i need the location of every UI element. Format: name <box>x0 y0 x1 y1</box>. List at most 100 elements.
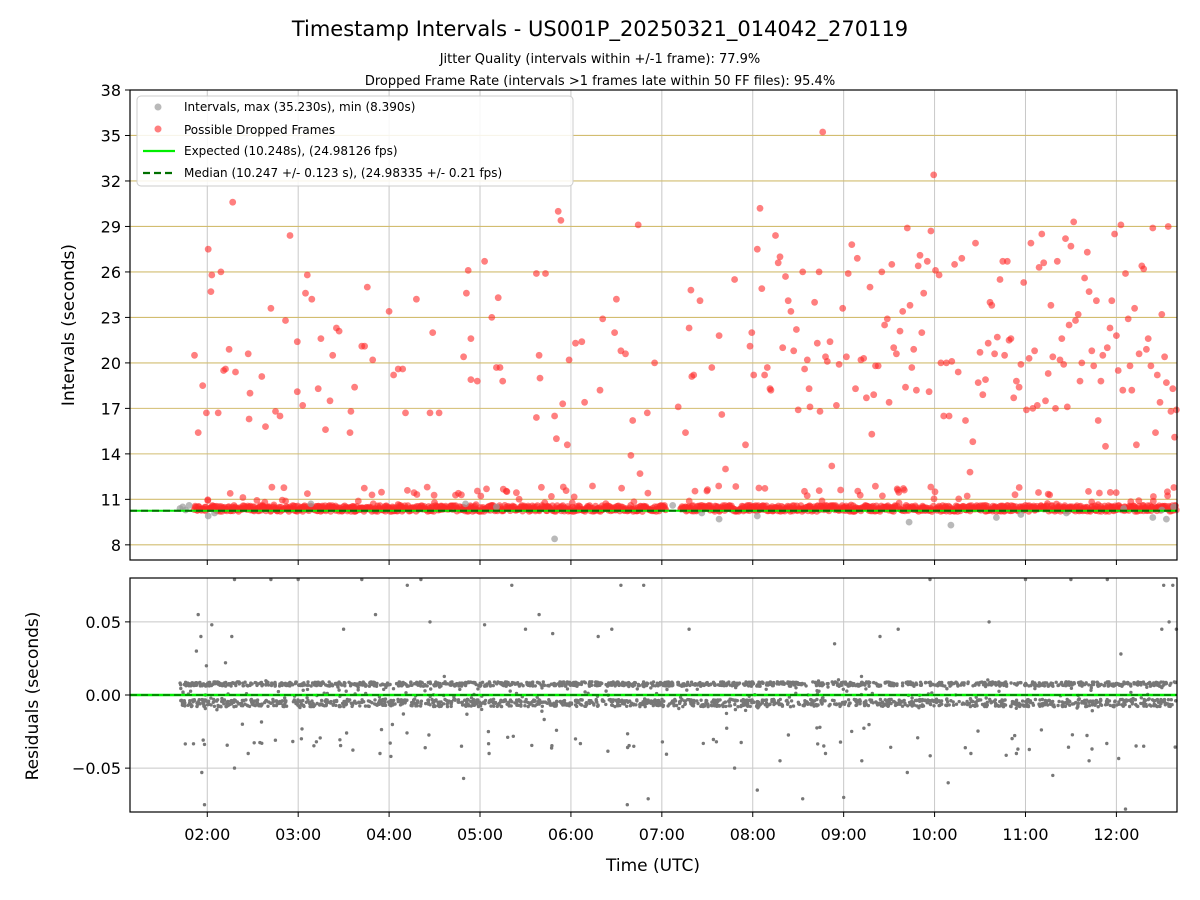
dropped-frame-point <box>533 414 540 421</box>
residual-point <box>755 788 759 792</box>
residual-point <box>306 683 310 687</box>
dropped-frame-point <box>732 483 740 490</box>
residual-point <box>521 684 525 688</box>
residual-point <box>1129 690 1133 695</box>
dropped-frame-point <box>622 350 629 358</box>
dropped-frame-point <box>885 398 893 406</box>
residual-point <box>1107 699 1112 703</box>
dropped-frame-point <box>982 376 989 383</box>
residual-point <box>590 700 594 704</box>
dropped-frame-point <box>976 348 984 356</box>
residual-point <box>974 701 978 705</box>
residual-point <box>717 683 722 687</box>
residual-point <box>272 703 276 708</box>
residual-point <box>291 739 295 744</box>
residual-point <box>189 704 194 709</box>
residual-point <box>476 687 480 691</box>
residual-point <box>628 704 633 708</box>
residual-point <box>373 612 378 617</box>
residual-point <box>337 688 341 692</box>
dropped-frame-point <box>803 356 811 364</box>
residual-point <box>859 674 864 679</box>
residual-point <box>818 725 822 729</box>
dropped-frame-point <box>930 171 938 179</box>
residual-point <box>566 681 571 685</box>
residual-point <box>380 682 384 687</box>
residual-point <box>230 634 234 639</box>
residual-point <box>680 697 684 702</box>
residual-point <box>1152 702 1157 706</box>
residual-point <box>537 681 541 685</box>
residual-point <box>584 703 589 707</box>
residual-point <box>354 701 358 705</box>
residual-point <box>842 795 846 800</box>
interval-point <box>753 512 761 520</box>
residual-point <box>219 682 223 686</box>
residual-point <box>252 741 256 745</box>
legend-expected-label: Expected (10.248s), (24.98126 fps) <box>184 144 398 158</box>
dropped-frame-point <box>1033 402 1041 409</box>
residual-point <box>201 738 205 742</box>
residual-point <box>401 712 406 716</box>
residual-point <box>1056 703 1060 708</box>
residual-point <box>1027 747 1032 752</box>
residual-point <box>1105 702 1109 707</box>
residual-point <box>881 704 885 708</box>
dropped-frame-point <box>402 409 409 417</box>
residual-point <box>1088 699 1093 703</box>
residual-point <box>1158 704 1162 708</box>
residual-point <box>724 711 729 716</box>
residual-point <box>409 680 413 685</box>
dropped-frame-point <box>988 301 996 309</box>
residual-point <box>878 697 883 702</box>
residual-point <box>1021 703 1025 707</box>
residual-point <box>741 701 745 705</box>
residual-point <box>788 684 793 688</box>
residual-point <box>782 681 787 685</box>
residual-point <box>343 699 347 704</box>
interval-point <box>1149 514 1157 521</box>
residual-point <box>557 684 562 688</box>
dropped-frame-point <box>1113 332 1120 339</box>
residual-point <box>491 701 495 705</box>
residual-point <box>263 700 267 705</box>
dropped-frame-point <box>844 270 852 277</box>
dropped-frame-point <box>853 254 861 262</box>
residual-point <box>839 703 843 707</box>
residual-point <box>770 698 774 702</box>
residual-point <box>649 686 653 690</box>
residual-point <box>314 683 319 688</box>
residual-point <box>531 684 535 688</box>
residual-point <box>724 683 728 687</box>
residual-point <box>920 699 924 703</box>
dropped-frame-point <box>630 498 638 506</box>
residual-point <box>429 687 433 691</box>
x-tick-label: 04:00 <box>366 825 412 844</box>
residual-point <box>1096 705 1100 709</box>
residual-point <box>656 684 660 688</box>
residual-point <box>704 698 708 703</box>
residual-point <box>847 703 851 708</box>
dropped-frame-point <box>761 485 769 492</box>
residual-point <box>283 696 287 700</box>
residual-point <box>342 704 346 709</box>
residual-point <box>850 729 854 734</box>
dropped-frame-point <box>261 498 269 506</box>
residual-point <box>828 702 832 707</box>
dropped-frame-point <box>1103 344 1111 352</box>
residual-point <box>328 700 332 705</box>
residual-point <box>814 683 819 688</box>
residual-point <box>699 704 703 708</box>
residual-point <box>511 734 515 738</box>
residual-point <box>205 703 210 707</box>
residual-point <box>503 698 507 702</box>
residual-point <box>215 708 219 712</box>
dropped-frame-point <box>1047 301 1055 309</box>
residual-point <box>651 684 655 688</box>
dropped-frame-point <box>815 487 823 494</box>
dropped-frame-point <box>948 358 956 365</box>
residual-point <box>539 683 544 687</box>
dropped-frame-point <box>1140 265 1148 273</box>
residual-point <box>615 681 620 685</box>
residual-point <box>487 700 491 705</box>
